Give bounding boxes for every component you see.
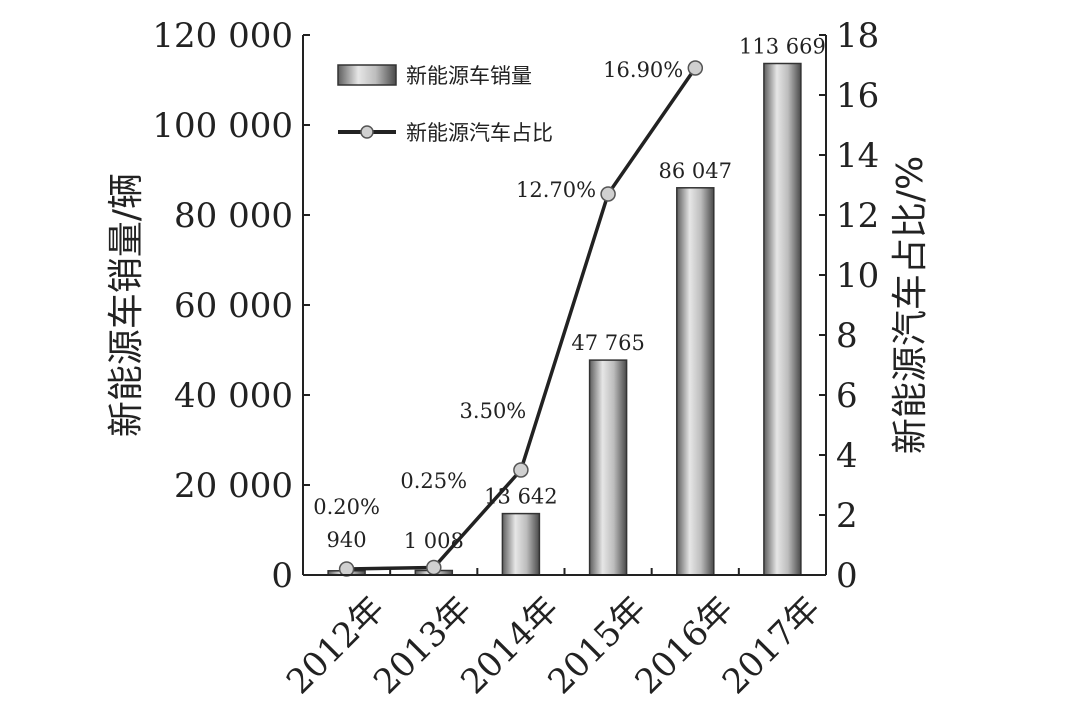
legend-line-label: 新能源汽车占比 <box>406 121 553 145</box>
y-left-tick-label: 80 000 <box>174 196 293 236</box>
x-tick-label: 2012年 <box>279 589 393 703</box>
line-value-label: 3.50% <box>460 399 527 423</box>
y-left-tick-label: 60 000 <box>174 286 293 326</box>
bar-value-label: 13 642 <box>484 485 557 509</box>
bar-value-label: 1 008 <box>404 529 464 553</box>
y-right-tick-label: 10 <box>836 256 879 296</box>
y-left-tick-label: 40 000 <box>174 376 293 416</box>
y-right-axis-title: 新能源汽车占比/% <box>890 156 931 454</box>
x-tick-label: 2013年 <box>366 589 480 703</box>
line-point-1 <box>338 561 355 577</box>
legend-bar-label: 新能源车销量 <box>406 64 532 88</box>
bar-6 <box>763 62 802 576</box>
line-value-label: 16.90% <box>603 58 683 82</box>
y-left-axis-title: 新能源车销量/辆 <box>106 173 147 437</box>
bar-4 <box>588 359 628 576</box>
x-tick-label: 2015年 <box>540 589 654 703</box>
y-right-tick-label: 18 <box>836 16 879 56</box>
y-right-tick-label: 2 <box>836 496 858 536</box>
line-series <box>338 60 704 577</box>
y-right-tick-label: 16 <box>836 76 879 116</box>
legend-line-marker <box>360 125 374 139</box>
line-value-label: 0.25% <box>400 469 467 493</box>
legend: 新能源车销量 新能源汽车占比 <box>337 64 553 145</box>
x-tick-label: 2016年 <box>628 589 742 703</box>
y-right-tick-label: 4 <box>836 436 858 476</box>
line-point-4 <box>600 186 616 202</box>
bar-series <box>327 62 802 576</box>
y-right-tick-label: 14 <box>836 136 879 176</box>
y-left-tick-label: 20 000 <box>174 466 293 506</box>
data-labels: 940 1 008 13 642 47 765 86 047 113 669 0.20% 0.… <box>313 34 826 553</box>
line-point-5 <box>687 60 704 76</box>
bar-5 <box>676 187 715 576</box>
line-value-label: 12.70% <box>516 178 596 202</box>
bar-value-label: 940 <box>327 528 367 552</box>
bar-value-label: 86 047 <box>659 159 732 183</box>
y-left-tick-label: 0 <box>271 556 293 596</box>
legend-bar-swatch <box>337 64 397 86</box>
y-left-tick-label: 100 000 <box>152 106 293 146</box>
x-tick-label: 2017年 <box>715 589 829 703</box>
line-value-label: 0.20% <box>313 495 380 519</box>
bar-value-label: 47 765 <box>571 331 644 355</box>
y-right-tick-label: 0 <box>836 556 858 596</box>
y-right-tick-label: 8 <box>836 316 858 356</box>
y-right-tick-label: 12 <box>836 196 879 236</box>
x-tick-label: 2014年 <box>453 589 567 703</box>
line-point-3 <box>513 462 529 478</box>
axes: 0 20 000 40 000 60 000 80 000 100 000 120 000 0… <box>106 16 931 702</box>
line-point-2 <box>426 559 442 576</box>
y-right-tick-label: 6 <box>836 376 858 416</box>
bar-3 <box>501 512 541 576</box>
y-left-tick-label: 120 000 <box>152 16 293 56</box>
bar-value-label: 113 669 <box>739 34 826 58</box>
